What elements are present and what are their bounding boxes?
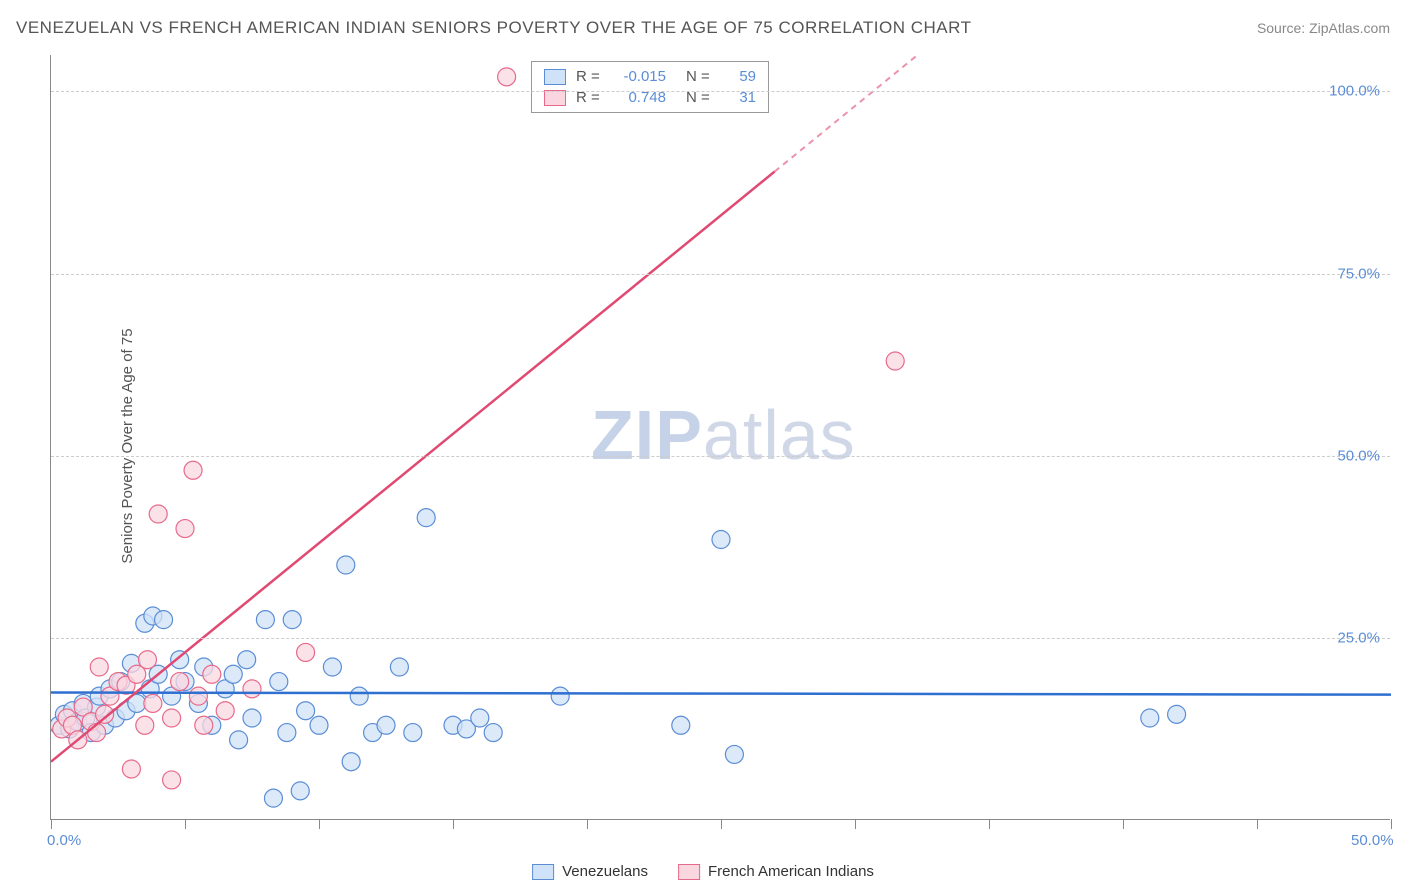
trend-line xyxy=(51,172,775,762)
data-point xyxy=(390,658,408,676)
correlation-legend: R = -0.015 N = 59 R = 0.748 N = 31 xyxy=(531,61,769,113)
data-point xyxy=(342,753,360,771)
data-point xyxy=(189,687,207,705)
x-tick xyxy=(453,819,454,829)
data-point xyxy=(176,520,194,538)
data-point xyxy=(203,665,221,683)
data-point xyxy=(224,665,242,683)
gridline xyxy=(51,456,1390,457)
data-point xyxy=(243,680,261,698)
data-point xyxy=(484,724,502,742)
data-point xyxy=(136,716,154,734)
data-point xyxy=(350,687,368,705)
x-tick xyxy=(1123,819,1124,829)
data-point xyxy=(163,709,181,727)
data-point xyxy=(195,716,213,734)
gridline xyxy=(51,638,1390,639)
data-point xyxy=(672,716,690,734)
series-legend: Venezuelans French American Indians xyxy=(532,863,874,880)
x-tick xyxy=(855,819,856,829)
legend-swatch xyxy=(678,864,700,880)
correlation-legend-row: R = 0.748 N = 31 xyxy=(532,87,768,108)
data-point xyxy=(138,651,156,669)
data-point xyxy=(155,611,173,629)
source-attribution: Source: ZipAtlas.com xyxy=(1257,20,1390,36)
data-point xyxy=(1168,705,1186,723)
n-label: N = xyxy=(686,68,716,85)
data-point xyxy=(337,556,355,574)
x-tick xyxy=(51,819,52,829)
correlation-legend-row: R = -0.015 N = 59 xyxy=(532,66,768,87)
data-point xyxy=(238,651,256,669)
data-point xyxy=(417,509,435,527)
data-point xyxy=(291,782,309,800)
data-point xyxy=(184,461,202,479)
data-point xyxy=(283,611,301,629)
x-tick xyxy=(989,819,990,829)
gridline xyxy=(51,274,1390,275)
data-point xyxy=(88,724,106,742)
data-point xyxy=(216,702,234,720)
data-point xyxy=(278,724,296,742)
data-point xyxy=(163,771,181,789)
x-tick xyxy=(319,819,320,829)
data-point xyxy=(377,716,395,734)
data-point xyxy=(256,611,274,629)
data-point xyxy=(1141,709,1159,727)
data-point xyxy=(122,760,140,778)
chart-title: VENEZUELAN VS FRENCH AMERICAN INDIAN SEN… xyxy=(16,18,971,38)
data-point xyxy=(149,505,167,523)
r-value: -0.015 xyxy=(616,68,666,85)
legend-label: French American Indians xyxy=(708,863,874,880)
data-point xyxy=(230,731,248,749)
data-point xyxy=(712,531,730,549)
legend-swatch xyxy=(544,69,566,85)
chart-svg xyxy=(51,55,1391,820)
y-tick-label: 50.0% xyxy=(1337,447,1380,464)
data-point xyxy=(297,643,315,661)
y-tick-label: 100.0% xyxy=(1329,83,1380,100)
data-point xyxy=(551,687,569,705)
data-point xyxy=(297,702,315,720)
data-point xyxy=(404,724,422,742)
legend-label: Venezuelans xyxy=(562,863,648,880)
data-point xyxy=(270,673,288,691)
data-point xyxy=(310,716,328,734)
data-point xyxy=(90,658,108,676)
data-point xyxy=(498,68,516,86)
legend-swatch xyxy=(532,864,554,880)
x-tick-label: 0.0% xyxy=(47,832,81,849)
x-tick xyxy=(1391,819,1392,829)
header: VENEZUELAN VS FRENCH AMERICAN INDIAN SEN… xyxy=(16,18,1390,38)
data-point xyxy=(171,651,189,669)
x-tick-label: 50.0% xyxy=(1351,832,1394,849)
legend-item: Venezuelans xyxy=(532,863,648,880)
plot-area: ZIPatlas R = -0.015 N = 59 R = 0.748 N =… xyxy=(50,55,1390,820)
x-tick xyxy=(185,819,186,829)
x-tick xyxy=(721,819,722,829)
x-tick xyxy=(587,819,588,829)
data-point xyxy=(171,673,189,691)
data-point xyxy=(264,789,282,807)
data-point xyxy=(886,352,904,370)
gridline xyxy=(51,91,1390,92)
data-point xyxy=(144,694,162,712)
x-tick xyxy=(1257,819,1258,829)
y-tick-label: 25.0% xyxy=(1337,629,1380,646)
data-point xyxy=(725,745,743,763)
data-point xyxy=(243,709,261,727)
n-value: 59 xyxy=(726,68,756,85)
y-tick-label: 75.0% xyxy=(1337,265,1380,282)
legend-item: French American Indians xyxy=(678,863,874,880)
trend-line-dashed xyxy=(775,55,963,172)
data-point xyxy=(471,709,489,727)
r-label: R = xyxy=(576,68,606,85)
data-point xyxy=(323,658,341,676)
